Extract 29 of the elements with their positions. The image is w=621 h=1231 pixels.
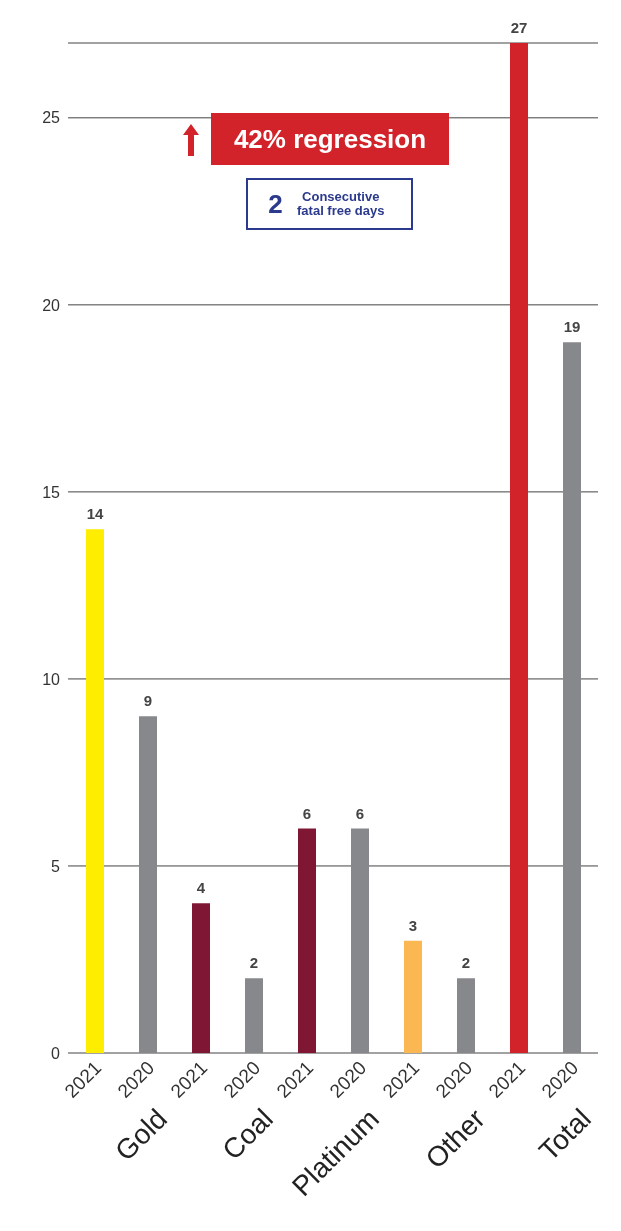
y-tick-label: 5 [51, 857, 61, 875]
data-label: 2 [461, 954, 471, 972]
data-label: 27 [510, 19, 528, 36]
data-label: 2 [249, 954, 259, 972]
data-label: 9 [143, 692, 153, 710]
data-label: 4 [196, 879, 206, 897]
y-tick-label: 15 [42, 483, 61, 501]
data-label: 19 [563, 318, 581, 336]
y-tick-label: 25 [42, 109, 61, 127]
bar [139, 716, 157, 1053]
bar [86, 529, 104, 1053]
y-tick-label: 10 [42, 670, 61, 688]
annotation: 2 [268, 188, 283, 220]
bar [510, 43, 528, 1053]
bar [457, 978, 475, 1053]
data-label: 14 [86, 505, 104, 523]
y-tick-label: 0 [51, 1044, 61, 1062]
annotation: 42% regression [211, 113, 449, 165]
bar [245, 978, 263, 1053]
data-label: 6 [302, 804, 312, 822]
bar [351, 828, 369, 1053]
bar [404, 940, 422, 1053]
data-label: 6 [355, 804, 365, 822]
bar [298, 828, 316, 1053]
bar [192, 903, 210, 1053]
y-tick-label: 20 [42, 296, 61, 314]
bar [563, 342, 581, 1053]
annotation: Consecutive fatal free days [296, 189, 386, 218]
data-label: 3 [408, 916, 418, 934]
